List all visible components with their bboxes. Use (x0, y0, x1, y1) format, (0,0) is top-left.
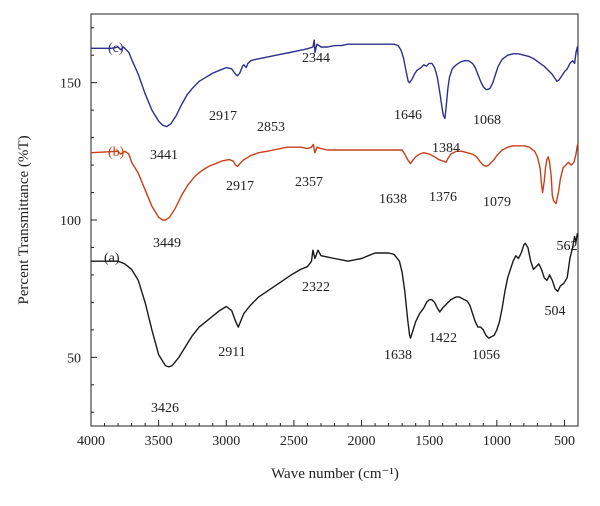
x-tick-label: 1500 (415, 434, 443, 449)
x-tick-label: 2500 (280, 434, 308, 449)
peak-label: 2917 (226, 179, 254, 194)
peak-label: 3441 (150, 148, 178, 163)
series-tag: (a) (104, 251, 120, 266)
x-tick-label: 3500 (145, 434, 173, 449)
peak-labels: (a) (b) (c) 3426 2911 2322 1638 1422 1056 504 3449… (104, 41, 578, 416)
x-tick-label: 3000 (212, 434, 240, 449)
spectra (90, 39, 579, 368)
y-tick-label: 100 (60, 214, 81, 229)
peak-label: 1376 (429, 190, 457, 205)
peak-label: 1079 (483, 195, 511, 210)
series-tag: (b) (108, 145, 125, 160)
peak-label: 562 (557, 239, 578, 254)
peak-label: 2911 (218, 345, 245, 360)
x-tick-label: 4000 (77, 434, 105, 449)
y-tick-label: 50 (67, 351, 81, 366)
x-tick-label: 500 (554, 434, 575, 449)
peak-label: 1068 (473, 113, 501, 128)
peak-label: 2357 (295, 175, 323, 190)
peak-label: 1638 (384, 348, 412, 363)
spectrum-line-0 (91, 233, 579, 368)
peak-label: 2344 (302, 51, 330, 66)
peak-label: 504 (545, 304, 566, 319)
x-tick-label: 1000 (483, 434, 511, 449)
peak-label: 1638 (379, 192, 407, 207)
peak-label: 2853 (257, 120, 285, 135)
peak-label: 2917 (209, 109, 237, 124)
y-tick-label: 150 (60, 77, 81, 92)
x-tick-label: 2000 (348, 434, 376, 449)
peak-label: 3449 (153, 236, 181, 251)
x-axis: 4000 3500 3000 2500 2000 1500 1000 500 (77, 420, 579, 449)
peak-label: 2322 (302, 280, 330, 295)
y-axis: 50 100 150 (60, 27, 97, 413)
spectrum-line-1 (90, 142, 579, 221)
peak-label: 1422 (429, 331, 457, 346)
peak-label: 1056 (472, 348, 500, 363)
peak-label: 1646 (394, 108, 422, 123)
series-tag: (c) (108, 41, 124, 56)
y-axis-label: Percent Transmittance (%T) (16, 135, 32, 304)
spectrum-line-2 (91, 39, 579, 128)
x-axis-label: Wave number (cm⁻¹) (271, 466, 399, 482)
peak-label: 3426 (151, 401, 179, 416)
peak-label: 1384 (432, 141, 460, 156)
